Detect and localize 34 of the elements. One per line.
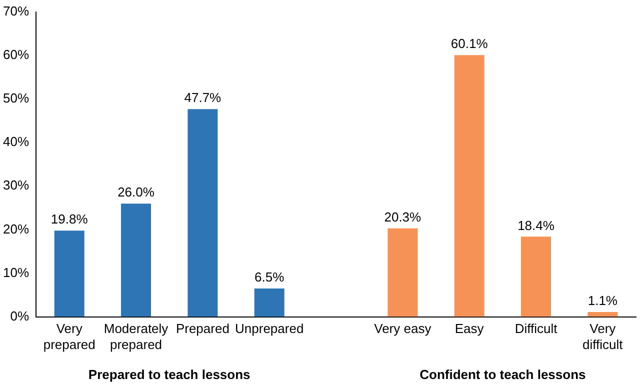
bar xyxy=(54,230,84,317)
data-label: 1.1% xyxy=(588,293,618,308)
x-tick-label: Unprepared xyxy=(235,321,304,336)
data-label: 20.3% xyxy=(384,209,422,224)
bar xyxy=(521,236,552,317)
data-label: 60.1% xyxy=(450,36,488,52)
y-tick-label: 10% xyxy=(2,264,30,280)
y-tick-label: 30% xyxy=(2,178,30,193)
text: Confident to teach lessons xyxy=(420,367,586,382)
x-tick-label: Easy xyxy=(454,321,484,336)
y-tick-label: 20% xyxy=(2,221,30,236)
y-tick-label: 60% xyxy=(2,47,30,62)
bar xyxy=(254,288,284,317)
x-tick-label: Very difficult xyxy=(582,321,624,352)
bar xyxy=(588,312,618,317)
y-tick-label: 0% xyxy=(10,308,30,324)
y-tick-label: 70% xyxy=(2,4,30,19)
x-tick-label: Difficult xyxy=(514,321,558,336)
bar xyxy=(121,204,152,317)
data-label: 18.4% xyxy=(518,218,555,233)
y-tick-label: 50% xyxy=(2,90,30,106)
data-label: 6.5% xyxy=(254,270,285,285)
data-label: 47.7% xyxy=(184,90,222,106)
data-label: 26.0% xyxy=(118,184,155,200)
text: Prepared to teach lessons xyxy=(88,367,250,382)
bar xyxy=(188,109,218,317)
x-tick-label: Prepared xyxy=(176,321,230,336)
x-tick-label: Very prepared xyxy=(43,321,96,352)
y-tick-label: 40% xyxy=(2,134,30,150)
x-tick-label: Very easy xyxy=(374,321,432,336)
x-tick-label: Moderately prepared xyxy=(104,321,169,352)
bar xyxy=(388,228,418,317)
data-label: 19.8% xyxy=(50,212,88,227)
bar xyxy=(454,55,484,317)
